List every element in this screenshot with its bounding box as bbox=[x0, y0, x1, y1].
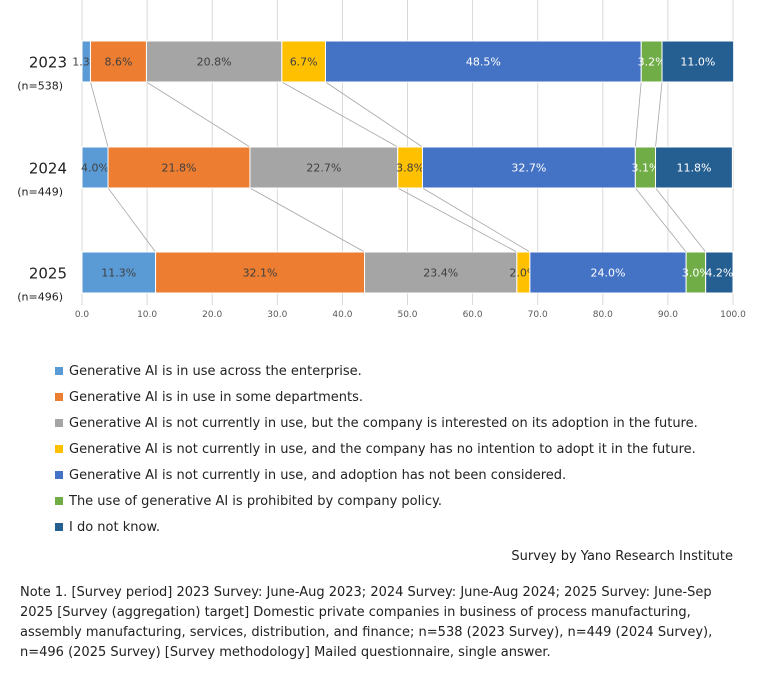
legend-swatch bbox=[55, 419, 63, 427]
legend-item: Generative AI is in use across the enter… bbox=[55, 358, 698, 384]
bar-segment bbox=[705, 251, 734, 294]
data-label: 20.8% bbox=[197, 56, 232, 69]
data-label: 6.7% bbox=[290, 56, 318, 69]
series-connector-line bbox=[635, 187, 687, 253]
data-label: 11.8% bbox=[676, 162, 711, 175]
legend-item: Generative AI is not currently in use, b… bbox=[55, 410, 698, 436]
bar-segment bbox=[421, 146, 636, 189]
series-connector-line bbox=[422, 187, 531, 253]
x-tick-label: 60.0 bbox=[463, 310, 483, 320]
data-label: 3.8% bbox=[396, 162, 424, 175]
legend-label: Generative AI is not currently in use, a… bbox=[69, 441, 696, 457]
data-label: 32.1% bbox=[243, 267, 278, 280]
series-connector-line bbox=[107, 187, 156, 253]
legend-label: The use of generative AI is prohibited b… bbox=[69, 493, 442, 509]
legend-label: Generative AI is in use across the enter… bbox=[69, 363, 362, 379]
bar-segment bbox=[89, 40, 147, 83]
bar-segment bbox=[281, 40, 326, 83]
legend-swatch bbox=[55, 471, 63, 479]
legend-item: The use of generative AI is prohibited b… bbox=[55, 488, 698, 514]
data-label: 23.4% bbox=[423, 267, 458, 280]
x-tick-label: 80.0 bbox=[593, 310, 613, 320]
legend-label: Generative AI is not currently in use, b… bbox=[69, 415, 698, 431]
x-tick-label: 0.0 bbox=[75, 310, 90, 320]
legend-item: Generative AI is not currently in use, a… bbox=[55, 462, 698, 488]
data-label: 3.2% bbox=[638, 56, 666, 69]
legend-label: I do not know. bbox=[69, 519, 161, 535]
survey-note: Note 1. [Survey period] 2023 Survey: Jun… bbox=[20, 585, 713, 660]
bar-segment bbox=[324, 40, 642, 83]
bar-segment bbox=[81, 251, 157, 294]
bar-segment bbox=[81, 146, 109, 189]
legend: Generative AI is in use across the enter… bbox=[55, 358, 698, 540]
stacked-bar-chart: 0.0 10.0 20.0 30.0 40.0 50.0 60.0 70.0 80.0 90.0 1… bbox=[17, 0, 746, 320]
legend-swatch bbox=[55, 497, 63, 505]
data-label: 48.5% bbox=[466, 56, 501, 69]
data-label: 32.7% bbox=[511, 162, 546, 175]
data-label: 21.8% bbox=[162, 162, 197, 175]
data-label: 8.6% bbox=[104, 56, 132, 69]
series-connector-line bbox=[281, 81, 398, 148]
legend-label: Generative AI is not currently in use, a… bbox=[69, 467, 567, 483]
series-connector-line bbox=[655, 81, 663, 148]
legend-item: Generative AI is in use in some departme… bbox=[55, 384, 698, 410]
x-tick-label: 100.0 bbox=[720, 310, 746, 320]
series-connector-line bbox=[249, 187, 365, 253]
series-connector-line bbox=[90, 81, 109, 148]
legend-swatch bbox=[55, 445, 63, 453]
category-sample-size: (n=496) bbox=[17, 291, 63, 304]
legend-swatch bbox=[55, 393, 63, 401]
data-label: 4.0% bbox=[81, 162, 109, 175]
x-tick-label: 90.0 bbox=[658, 310, 678, 320]
data-label: 3.1% bbox=[631, 162, 659, 175]
category-label: 2025 bbox=[29, 265, 67, 283]
series-connector-line bbox=[397, 187, 518, 253]
legend-swatch bbox=[55, 523, 63, 531]
category-sample-size: (n=538) bbox=[17, 80, 63, 93]
x-tick-label: 10.0 bbox=[137, 310, 157, 320]
category-label: 2024 bbox=[29, 160, 67, 178]
bar-segment bbox=[364, 251, 518, 294]
bar-segment bbox=[655, 146, 733, 189]
bar-segment bbox=[107, 146, 251, 189]
data-label: 3.0% bbox=[682, 267, 710, 280]
legend-swatch bbox=[55, 367, 63, 375]
x-tick-label: 20.0 bbox=[202, 310, 222, 320]
bar-segment bbox=[661, 40, 735, 83]
category-sample-size: (n=449) bbox=[17, 186, 63, 199]
data-label: 4.2% bbox=[705, 267, 733, 280]
data-label: 24.0% bbox=[591, 267, 626, 280]
x-tick-label: 40.0 bbox=[332, 310, 352, 320]
x-tick-label: 50.0 bbox=[397, 310, 417, 320]
category-label: 2023 bbox=[29, 54, 67, 72]
series-connector-line bbox=[146, 81, 251, 148]
series-connector-line bbox=[655, 187, 706, 253]
data-label: 11.0% bbox=[680, 56, 715, 69]
bar-segment bbox=[249, 146, 399, 189]
x-tick-label: 70.0 bbox=[528, 310, 548, 320]
legend-label: Generative AI is in use in some departme… bbox=[69, 389, 363, 405]
data-label: 11.3% bbox=[101, 267, 136, 280]
bar-segment bbox=[145, 40, 283, 83]
legend-item: I do not know. bbox=[55, 514, 698, 540]
source-text: Survey by Yano Research Institute bbox=[511, 549, 733, 564]
legend-item: Generative AI is not currently in use, a… bbox=[55, 436, 698, 462]
x-tick-label: 30.0 bbox=[267, 310, 287, 320]
series-connector-line bbox=[634, 81, 642, 148]
data-label: 22.7% bbox=[306, 162, 341, 175]
bar-segment bbox=[155, 251, 366, 294]
series-connector-line bbox=[325, 81, 423, 148]
bar-segment bbox=[529, 251, 687, 294]
